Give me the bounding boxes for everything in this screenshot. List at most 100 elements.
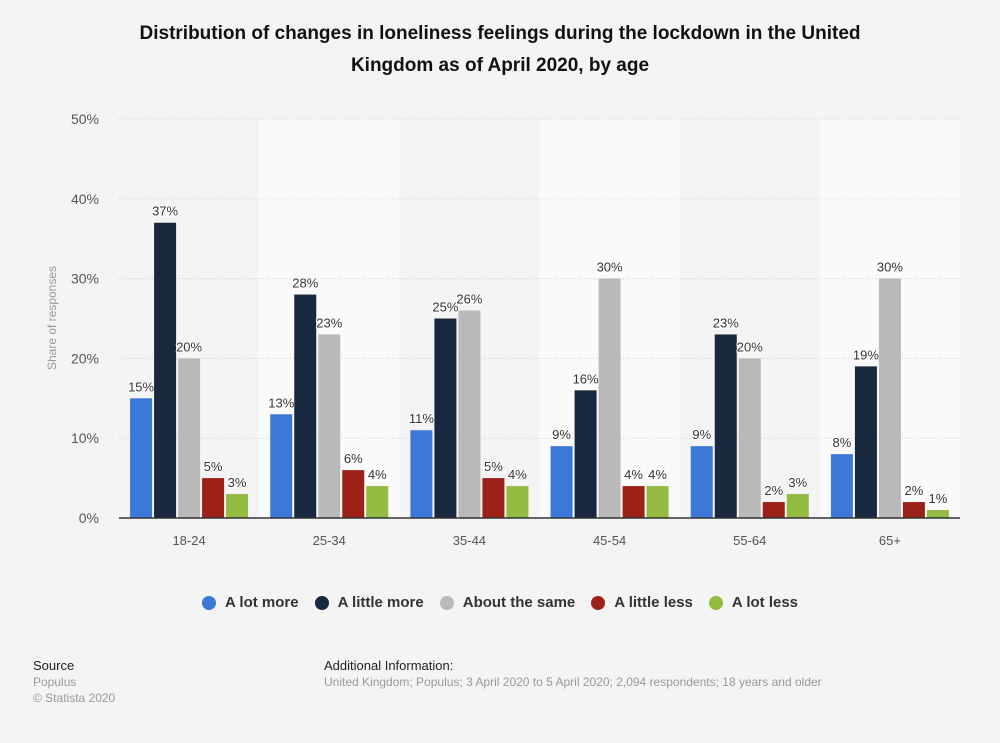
additional-info-label: Additional Information: bbox=[324, 658, 454, 673]
data-label: 9% bbox=[692, 427, 711, 442]
bar bbox=[482, 478, 505, 518]
x-tick-label: 55-64 bbox=[733, 533, 766, 548]
source-label: Source bbox=[33, 658, 75, 673]
chart-title-line-1: Distribution of changes in loneliness fe… bbox=[139, 23, 861, 44]
data-label: 16% bbox=[573, 371, 599, 386]
bar bbox=[294, 294, 317, 518]
data-label: 28% bbox=[292, 276, 318, 291]
bar bbox=[202, 478, 225, 518]
legend-label: A lot more bbox=[224, 594, 299, 611]
chart-title-line-2: Kingdom as of April 2020, by age bbox=[350, 55, 650, 76]
data-label: 4% bbox=[508, 467, 527, 482]
legend-item[interactable]: A lot less bbox=[708, 594, 799, 611]
x-tick-label: 45-54 bbox=[593, 533, 626, 548]
data-label: 9% bbox=[552, 427, 571, 442]
y-tick-label: 50% bbox=[71, 111, 99, 127]
data-label: 19% bbox=[853, 347, 879, 362]
legend-swatch-icon bbox=[591, 595, 606, 610]
legend-label: A little less bbox=[614, 594, 693, 611]
data-label: 23% bbox=[316, 315, 342, 330]
data-label: 11% bbox=[409, 411, 434, 426]
data-label: 13% bbox=[268, 395, 294, 410]
data-label: 4% bbox=[368, 467, 387, 482]
data-label: 4% bbox=[624, 467, 643, 482]
chart-title: Distribution of changes in loneliness fe… bbox=[60, 18, 940, 82]
data-label: 5% bbox=[204, 459, 223, 474]
bar bbox=[410, 430, 433, 518]
bar bbox=[598, 278, 621, 518]
data-label: 6% bbox=[344, 451, 363, 466]
copyright: © Statista 2020 bbox=[33, 691, 116, 705]
bar bbox=[318, 334, 341, 518]
data-label: 30% bbox=[877, 260, 903, 275]
bar bbox=[714, 334, 737, 518]
bar bbox=[690, 446, 713, 518]
bar bbox=[154, 222, 177, 519]
bar bbox=[830, 454, 853, 518]
data-label: 23% bbox=[713, 315, 739, 330]
legend-item[interactable]: A little less bbox=[591, 594, 693, 611]
legend-item[interactable]: About the same bbox=[439, 594, 576, 611]
bar bbox=[926, 510, 949, 518]
data-label: 3% bbox=[788, 475, 807, 490]
data-label: 20% bbox=[176, 339, 202, 354]
bar bbox=[646, 486, 669, 518]
data-label: 25% bbox=[432, 300, 458, 315]
y-tick-label: 0% bbox=[79, 510, 99, 526]
y-tick-label: 40% bbox=[71, 191, 99, 207]
data-label: 15% bbox=[128, 379, 154, 394]
data-label: 1% bbox=[929, 491, 948, 506]
bar bbox=[226, 494, 249, 518]
bar bbox=[854, 366, 877, 518]
data-label: 5% bbox=[484, 459, 503, 474]
additional-info-block: Additional Information: United Kingdom; … bbox=[324, 658, 822, 690]
data-label: 2% bbox=[905, 483, 924, 498]
data-label: 2% bbox=[764, 483, 783, 498]
bar bbox=[366, 486, 389, 518]
bar bbox=[550, 446, 573, 518]
legend-swatch-icon bbox=[439, 595, 454, 610]
legend-swatch-icon bbox=[201, 595, 216, 610]
bar bbox=[622, 486, 645, 518]
y-tick-label: 10% bbox=[71, 430, 99, 446]
source-block: Source Populus © Statista 2020 bbox=[33, 658, 115, 706]
additional-info-value: United Kingdom; Populus; 3 April 2020 to… bbox=[324, 675, 822, 689]
x-tick-label: 35-44 bbox=[453, 533, 486, 548]
source-value[interactable]: Populus bbox=[33, 675, 77, 689]
data-label: 3% bbox=[228, 475, 247, 490]
y-axis-title: Share of responses bbox=[45, 266, 59, 370]
bar bbox=[458, 310, 481, 518]
bar bbox=[178, 358, 201, 518]
bar bbox=[342, 470, 365, 518]
bar bbox=[130, 398, 153, 518]
bar-chart: 0% 10% 20% 30% 40% 50% Share of responses 15% 37… bbox=[45, 111, 960, 548]
chart-legend: A lot more A little more About the same A l… bbox=[0, 594, 1000, 611]
bar bbox=[786, 494, 809, 518]
x-tick-label: 25-34 bbox=[313, 533, 346, 548]
bar bbox=[506, 486, 529, 518]
legend-swatch-icon bbox=[314, 595, 329, 610]
bar bbox=[902, 502, 925, 518]
legend-swatch-icon bbox=[708, 595, 723, 610]
data-label: 20% bbox=[737, 339, 763, 354]
x-tick-label: 18-24 bbox=[172, 533, 205, 548]
data-label: 30% bbox=[597, 260, 623, 275]
y-tick-label: 20% bbox=[71, 350, 99, 366]
legend-item[interactable]: A little more bbox=[314, 594, 424, 611]
bar bbox=[762, 502, 785, 518]
bar bbox=[574, 390, 597, 518]
bar bbox=[878, 278, 901, 518]
bar bbox=[270, 414, 293, 518]
bar bbox=[434, 318, 457, 518]
legend-label: About the same bbox=[462, 594, 576, 611]
data-label: 26% bbox=[456, 292, 482, 307]
x-tick-label: 65+ bbox=[879, 533, 901, 548]
legend-label: A lot less bbox=[731, 594, 799, 611]
data-label: 37% bbox=[152, 204, 178, 219]
legend-item[interactable]: A lot more bbox=[201, 594, 299, 611]
bar bbox=[738, 358, 761, 518]
data-label: 4% bbox=[648, 467, 667, 482]
legend-label: A little more bbox=[337, 594, 424, 611]
y-tick-label: 30% bbox=[71, 271, 99, 287]
data-label: 8% bbox=[833, 435, 852, 450]
